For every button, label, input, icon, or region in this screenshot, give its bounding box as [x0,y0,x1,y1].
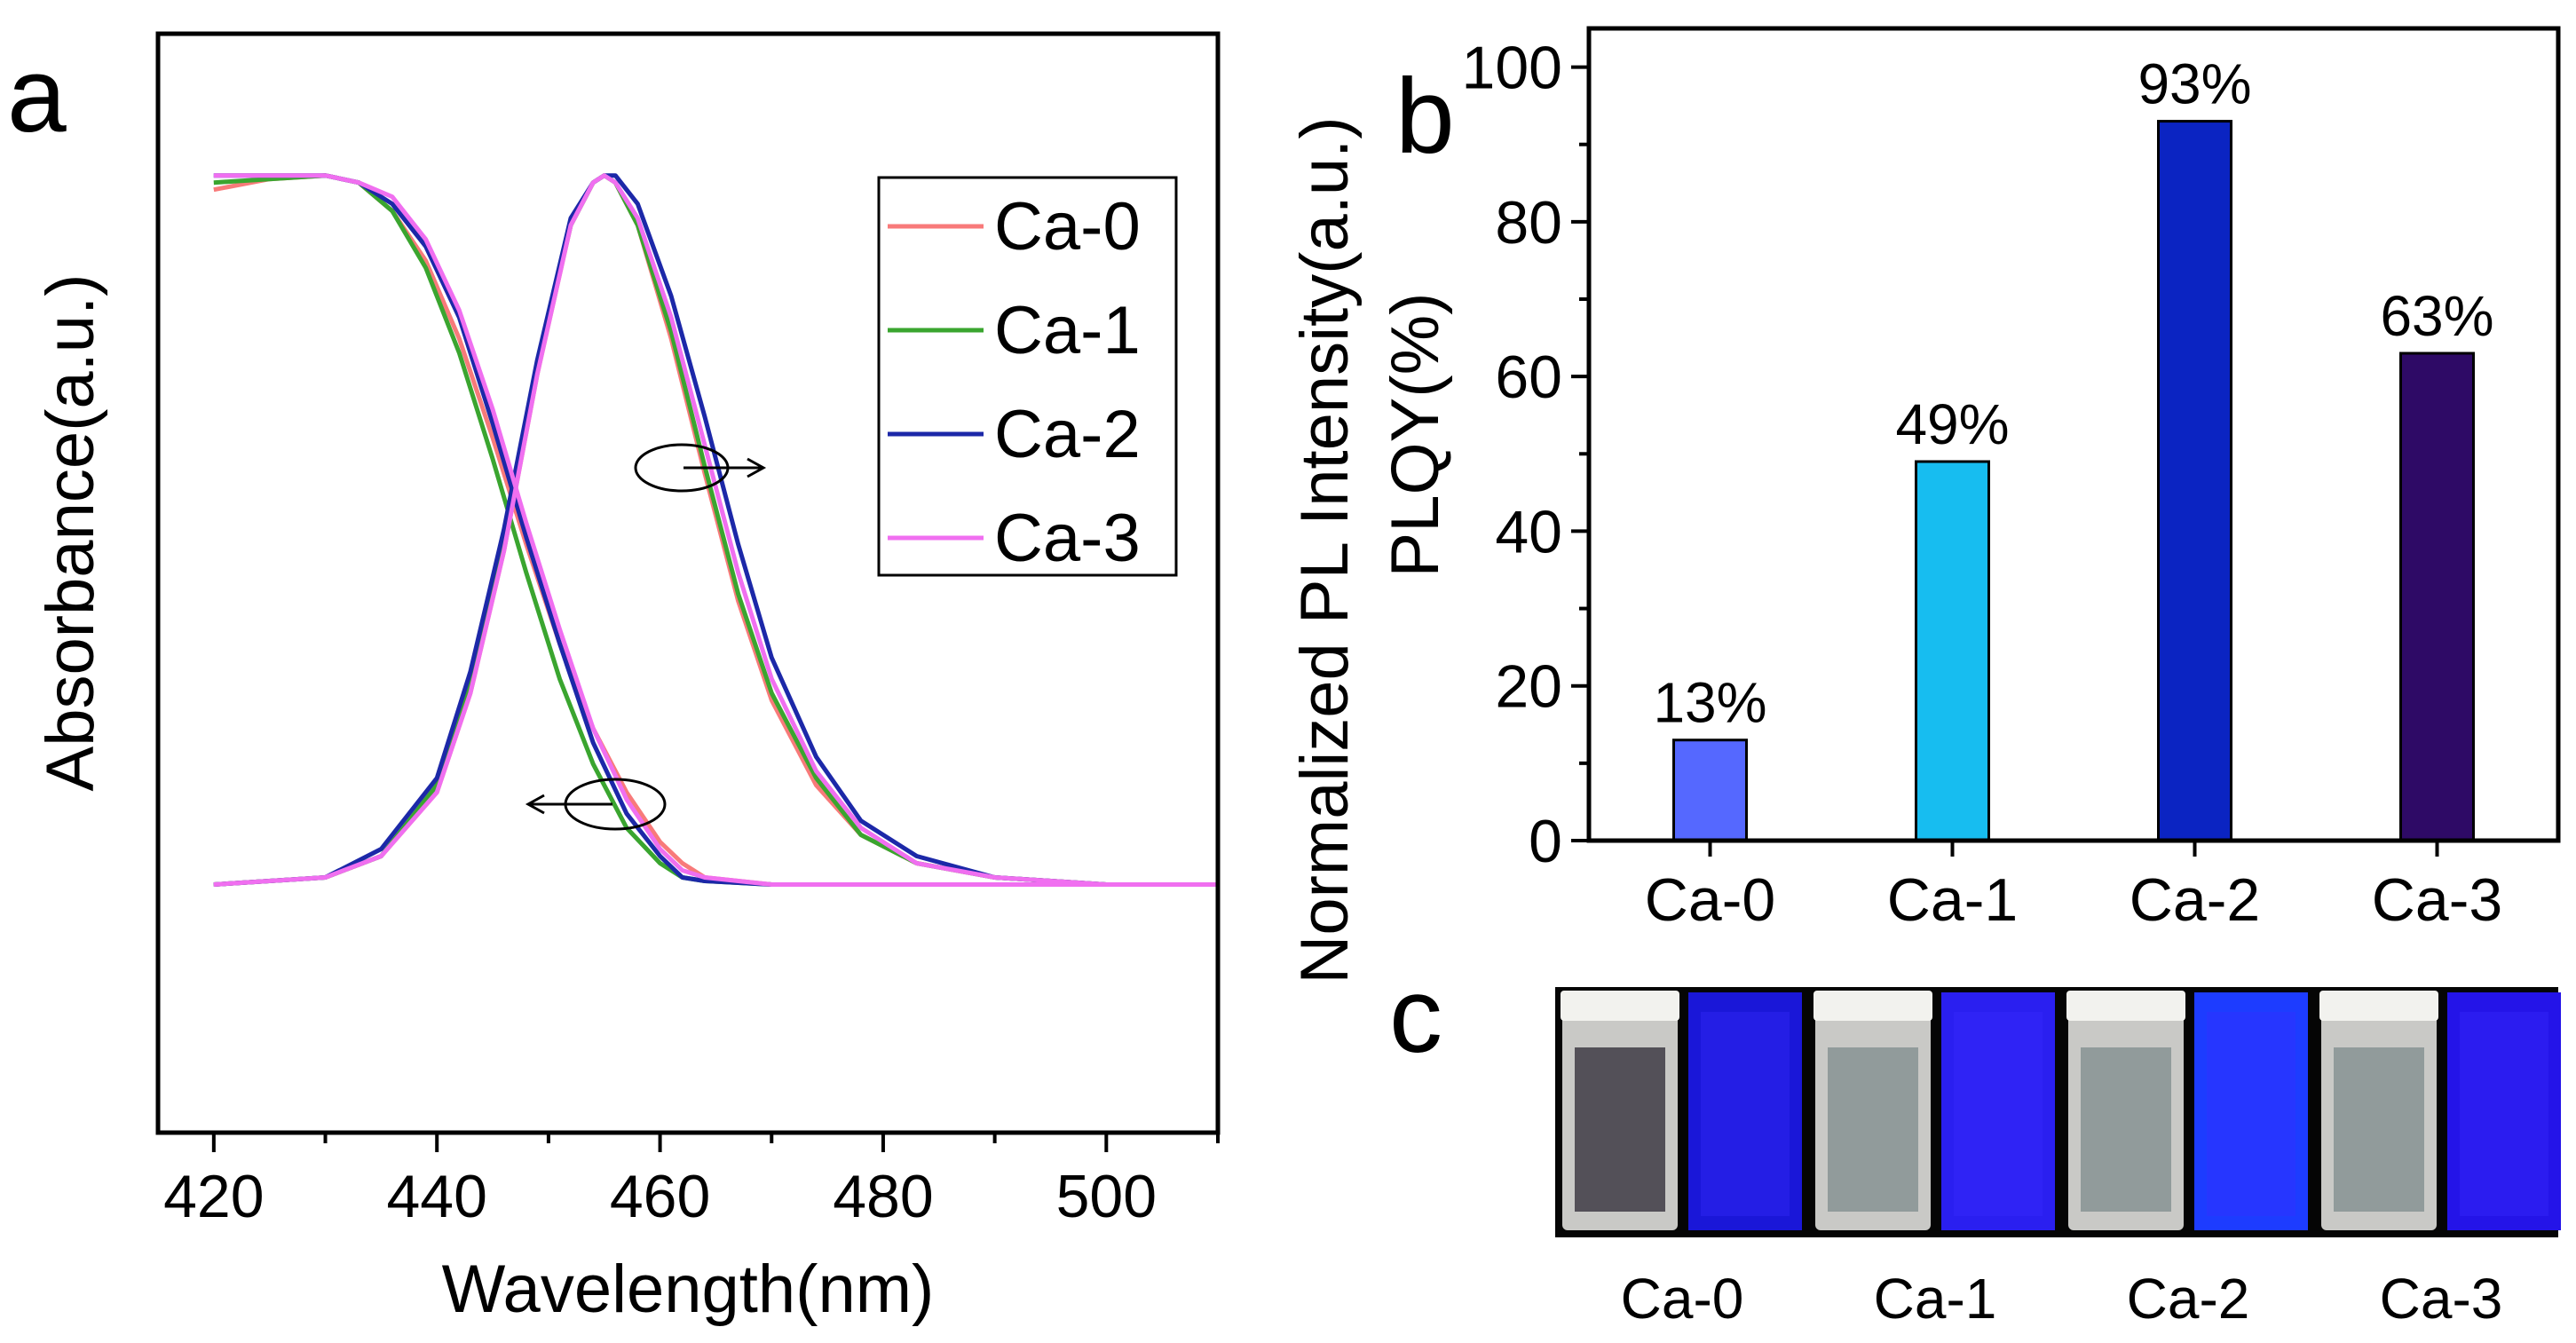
bar-ca-1 [1915,460,1990,842]
pl-right-axis-arrow-annotation [634,443,767,493]
x-tick-label-500: 500 [1056,1163,1157,1230]
legend-label-ca-0: Ca-0 [994,189,1141,265]
bar-value-label-ca-2: 93% [2137,52,2251,116]
x-tick-label-ca-1: Ca-1 [1887,866,2018,934]
legend-box [877,176,1178,577]
uv-glow-core-ca-1 [1954,1012,2043,1216]
photo-label-ca-0: Ca-0 [1621,1267,1744,1331]
panel-letter-c: c [1389,956,1442,1075]
bar-ca-3 [2399,352,2475,842]
cuvette-solution-ca-1 [1828,1047,1918,1212]
panel-a-left-y-axis-title: Absorbance(a.u.) [33,274,108,792]
panel-b-plqy-bar-chart: b 13% 49% 93% 63% 0 20 40 60 80 100 Ca-0 Ca-1 Ca-2… [1378,26,2561,934]
uv-glow-core-ca-0 [1701,1012,1790,1216]
bar-ca-2 [2157,120,2232,842]
cuvette-cap-ca-0 [1561,991,1679,1021]
panel-letter-b: b [1395,57,1455,176]
panel-a-absorbance-pl-chart: a 420 440 460 480 500 Wavelength(nm) Absorba… [7,31,1363,1327]
panel-b-y-ticks: 0 20 40 60 80 100 [1462,35,1589,875]
x-tick-label-420: 420 [163,1163,264,1230]
x-tick-label-440: 440 [386,1163,486,1230]
panel-a-x-ticks: 420 440 460 480 500 [163,1133,1220,1230]
series-ca-2-pl-line [213,173,1218,887]
cuvette-pair-ca-1 [1813,991,2055,1230]
photo-label-ca-1: Ca-1 [1874,1267,1997,1331]
panel-a-legend: Ca-0 Ca-1 Ca-2 Ca-3 [877,176,1178,577]
panel-b-y-axis-title: PLQY(%) [1378,293,1453,578]
x-tick-label-480: 480 [833,1163,933,1230]
photo-label-ca-2: Ca-2 [2127,1267,2250,1331]
legend-label-ca-3: Ca-3 [994,501,1141,576]
cuvette-pairs [1561,991,2561,1230]
y-tick-label-60: 60 [1495,344,1562,411]
cuvette-solution-ca-3 [2334,1047,2424,1212]
x-tick-label-ca-0: Ca-0 [1645,866,1775,934]
uv-glow-cuvette-ca-0 [1688,992,1802,1230]
photo-labels: Ca-0 Ca-1 Ca-2 Ca-3 [1621,1267,2503,1331]
panel-b-frame [1586,26,2561,843]
panel-b-x-ticks: Ca-0 Ca-1 Ca-2 Ca-3 [1645,841,2502,934]
y-tick-label-0: 0 [1529,808,1562,875]
cuvette-pair-ca-0 [1561,991,1802,1230]
legend-label-ca-2: Ca-2 [994,397,1141,472]
series-ca-3-absorbance-line [213,173,1218,887]
cuvette-cap-ca-2 [2066,991,2185,1021]
cuvette-solution-ca-2 [2081,1047,2171,1212]
panel-c-cuvette-photo: c Ca-0 Ca-1 Ca-2 Ca-3 [1389,956,2561,1331]
uv-glow-core-ca-2 [2207,1012,2295,1216]
x-tick-label-ca-3: Ca-3 [2372,866,2502,934]
panel-a-x-axis-title: Wavelength(nm) [442,1252,935,1327]
panel-a-right-y-axis-title: Normalized PL Intensity(a.u.) [1287,116,1363,984]
y-tick-label-80: 80 [1495,189,1562,257]
uv-glow-cuvette-ca-2 [2194,992,2308,1230]
uv-glow-cuvette-ca-1 [1941,992,2055,1230]
cuvette-pair-ca-3 [2319,991,2561,1230]
cuvette-pair-ca-2 [2066,991,2308,1230]
y-tick-label-20: 20 [1495,653,1562,721]
abs-left-axis-arrow-annotation [525,778,667,831]
x-tick-label-ca-2: Ca-2 [2130,866,2260,934]
series-ca-3-pl-line [213,173,1218,887]
cuvette-cap-ca-1 [1813,991,1932,1021]
cuvette-cap-ca-3 [2319,991,2438,1021]
cuvette-solution-ca-0 [1575,1047,1665,1212]
photo-label-ca-3: Ca-3 [2380,1267,2503,1331]
legend-label-ca-1: Ca-1 [994,293,1141,368]
uv-glow-core-ca-3 [2460,1012,2548,1216]
bar-value-label-ca-3: 63% [2380,284,2493,348]
panel-letter-a: a [7,36,67,154]
bar-value-label-ca-0: 13% [1653,671,1766,735]
y-tick-label-100: 100 [1462,35,1562,102]
panel-b-bars: 13% 49% 93% 63% [1653,52,2494,842]
bar-ca-0 [1672,739,1748,842]
bar-value-label-ca-1: 49% [1895,392,2009,456]
y-tick-label-40: 40 [1495,498,1562,565]
panel-a-frame [155,31,1221,1135]
x-tick-label-460: 460 [610,1163,710,1230]
panel-a-curves [213,173,1218,887]
uv-glow-cuvette-ca-3 [2447,992,2561,1230]
